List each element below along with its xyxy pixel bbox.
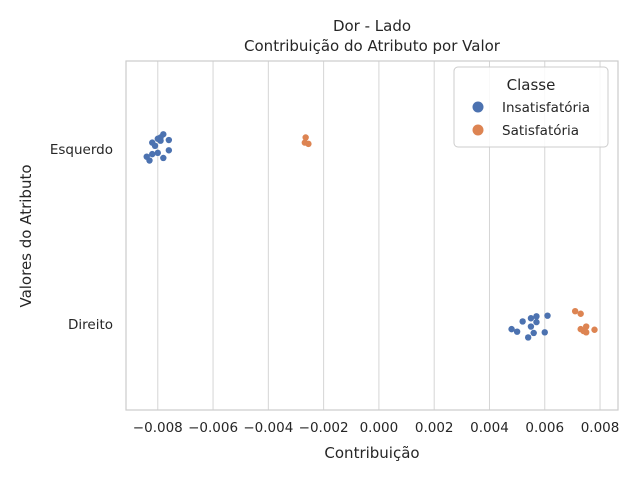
data-point-insatisfatria <box>541 329 548 336</box>
data-point-insatisfatria <box>527 323 535 330</box>
data-point-insatisfatria <box>165 147 173 154</box>
data-point-insatisfatria <box>513 328 521 335</box>
data-point-insatisfatria <box>544 312 551 319</box>
x-tick-label: −0.008 <box>133 420 183 436</box>
x-axis-label: Contribuição <box>324 444 419 462</box>
chart-title: Dor - Lado <box>333 17 411 35</box>
data-point-insatisfatria <box>146 157 153 164</box>
data-point-insatisfatria <box>530 329 537 337</box>
data-points <box>143 131 598 341</box>
data-point-insatisfatria <box>165 136 173 144</box>
x-tick-label: 0.008 <box>581 420 620 436</box>
x-tick-label: 0.006 <box>525 420 564 436</box>
data-point-insatisfatria <box>519 318 526 325</box>
x-tick-label: 0.002 <box>415 420 454 436</box>
data-point-insatisfatria <box>154 149 161 157</box>
x-tick-label: 0.004 <box>470 420 509 436</box>
data-point-insatisfatria <box>533 313 540 320</box>
x-tick-label: −0.002 <box>299 420 349 436</box>
y-tick-label: Direito <box>68 317 113 333</box>
data-point-insatisfatria <box>508 325 515 333</box>
data-point-satisfatria <box>571 308 579 315</box>
data-point-insatisfatria <box>527 315 535 322</box>
plot-frame <box>125 60 619 411</box>
legend-box <box>453 66 609 148</box>
data-point-insatisfatria <box>524 334 532 341</box>
legend: Classe Insatisfatória Satisfatória <box>453 66 609 148</box>
legend-title: Classe <box>507 76 556 94</box>
legend-label-insatisfatoria: Insatisfatória <box>502 100 590 116</box>
data-point-satisfatria <box>577 310 584 317</box>
legend-label-satisfatoria: Satisfatória <box>502 123 579 139</box>
chart-subtitle: Contribuição do Atributo por Valor <box>244 37 501 55</box>
x-tick-labels: −0.008 −0.006 −0.004 −0.002 0.000 0.002 0.004 0… <box>133 420 620 436</box>
y-axis-label: Valores do Atributo <box>17 164 35 307</box>
legend-marker-satisfatoria <box>472 124 484 136</box>
data-point-satisfatria <box>583 329 590 336</box>
data-point-insatisfatria <box>149 150 156 158</box>
data-point-satisfatria <box>302 134 309 141</box>
data-point-satisfatria <box>305 140 312 148</box>
data-point-insatisfatria <box>533 318 540 326</box>
x-tick-label: −0.006 <box>188 420 238 436</box>
legend-marker-insatisfatoria <box>472 101 484 113</box>
y-tick-label: Esquerdo <box>50 142 113 158</box>
y-tick-labels: Esquerdo Direito <box>50 142 113 333</box>
data-point-insatisfatria <box>160 154 167 162</box>
x-tick-label: 0.000 <box>360 420 399 436</box>
data-point-insatisfatria <box>151 142 159 149</box>
x-tick-label: −0.004 <box>243 420 293 436</box>
data-point-satisfatria <box>591 326 598 333</box>
data-point-insatisfatria <box>157 137 164 144</box>
